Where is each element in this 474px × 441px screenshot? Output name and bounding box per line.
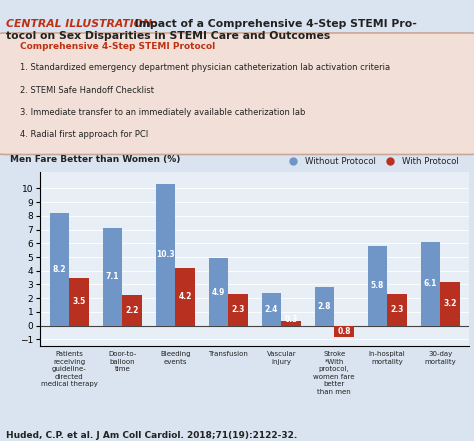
Text: Bleeding
events: Bleeding events <box>160 351 191 365</box>
Text: 3. Immediate transfer to an immediately available catherization lab: 3. Immediate transfer to an immediately … <box>19 108 305 117</box>
Bar <box>228 294 248 325</box>
Bar <box>69 277 89 325</box>
Text: 30-day
mortality: 30-day mortality <box>424 351 456 365</box>
Text: 0.3: 0.3 <box>284 315 298 324</box>
Text: 4. Radial first approach for PCI: 4. Radial first approach for PCI <box>19 130 148 139</box>
Text: tocol on Sex Disparities in STEMI Care and Outcomes: tocol on Sex Disparities in STEMI Care a… <box>6 31 330 41</box>
Text: Patients
receiving
guideline-
directed
medical therapy: Patients receiving guideline- directed m… <box>41 351 98 387</box>
Bar <box>334 325 354 336</box>
Text: 2.3: 2.3 <box>390 305 404 314</box>
Text: 8.2: 8.2 <box>53 265 66 274</box>
Bar <box>103 228 122 325</box>
Text: 2. STEMI Safe Handoff Checklist: 2. STEMI Safe Handoff Checklist <box>19 86 154 94</box>
Text: 1. Standardized emergency department physician catheterization lab activation cr: 1. Standardized emergency department phy… <box>19 64 390 72</box>
Bar <box>175 268 195 325</box>
Text: Men Fare Better than Women (%): Men Fare Better than Women (%) <box>10 155 181 164</box>
Text: Transfusion: Transfusion <box>209 351 248 357</box>
Text: 10.3: 10.3 <box>156 250 175 259</box>
Bar <box>209 258 228 325</box>
Bar <box>367 246 387 325</box>
Bar <box>315 287 334 325</box>
Text: 3.2: 3.2 <box>443 299 456 308</box>
FancyBboxPatch shape <box>0 33 474 154</box>
Text: 2.2: 2.2 <box>126 306 139 315</box>
Text: With Protocol: With Protocol <box>402 157 459 166</box>
Text: Impact of a Comprehensive 4-Step STEMI Pro-: Impact of a Comprehensive 4-Step STEMI P… <box>131 19 417 29</box>
Text: Door-to-
balloon
time: Door-to- balloon time <box>108 351 137 372</box>
Text: 7.1: 7.1 <box>106 273 119 281</box>
Text: Without Protocol: Without Protocol <box>305 157 375 166</box>
Bar <box>440 282 460 325</box>
Text: 5.8: 5.8 <box>371 281 384 290</box>
Text: Huded, C.P. et al. J Am Coll Cardiol. 2018;71(19):2122-32.: Huded, C.P. et al. J Am Coll Cardiol. 20… <box>6 431 297 440</box>
Text: 4.9: 4.9 <box>212 288 225 296</box>
Text: 3.5: 3.5 <box>73 297 86 306</box>
Text: 4.2: 4.2 <box>178 292 192 301</box>
Text: 0.8: 0.8 <box>337 327 351 336</box>
Text: Stroke
*With
protocol,
women fare
better
than men: Stroke *With protocol, women fare better… <box>313 351 355 395</box>
Bar <box>50 213 69 325</box>
Text: 2.8: 2.8 <box>318 302 331 311</box>
Text: Comprehensive 4-Step STEMI Protocol: Comprehensive 4-Step STEMI Protocol <box>19 42 215 51</box>
Bar <box>281 321 301 325</box>
Text: CENTRAL ILLUSTRATION:: CENTRAL ILLUSTRATION: <box>6 19 156 29</box>
Bar <box>156 184 175 325</box>
Text: 6.1: 6.1 <box>424 279 437 288</box>
Text: In-hospital
mortality: In-hospital mortality <box>369 351 406 365</box>
Bar <box>122 295 142 325</box>
Bar <box>420 242 440 325</box>
Text: Vascular
injury: Vascular injury <box>266 351 296 365</box>
Bar <box>262 293 281 325</box>
Text: 2.3: 2.3 <box>231 305 245 314</box>
Bar <box>387 294 407 325</box>
Text: 2.4: 2.4 <box>265 305 278 314</box>
